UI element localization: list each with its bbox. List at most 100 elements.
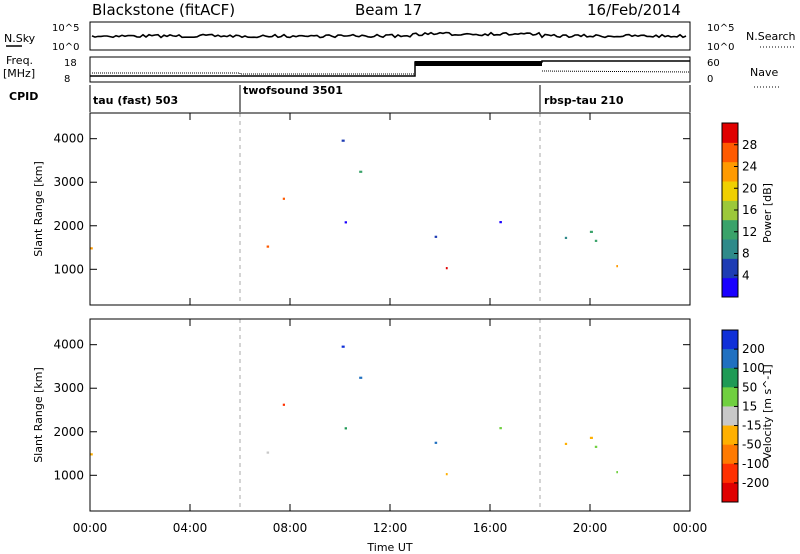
velocity-colorbar-segment	[722, 406, 738, 427]
velocity-echo-cell	[341, 345, 345, 348]
power-echo-cell	[341, 139, 345, 142]
power-colorbar-tick-label: 4	[742, 268, 750, 282]
velocity-colorbar-segment	[722, 425, 738, 446]
nave-tick-top: 60	[707, 58, 720, 69]
cpid-segment-1: tau (fast) 503	[93, 94, 178, 107]
velocity-colorbar-tick-label: -50	[742, 438, 762, 452]
nsky-trace	[91, 31, 687, 39]
power-panel: 1000 2000 3000 4000 Slant Range [km]	[32, 112, 691, 306]
power-colorbar: 4 8 12 16 20 24 28	[721, 122, 757, 298]
velocity-colorbar-tick-label: 200	[742, 342, 765, 356]
velocity-panel: 1000 2000 3000 4000 Slant Range [km]	[32, 318, 691, 512]
velocity-colorbar-segment	[722, 368, 738, 388]
time-tick-label: 16:00	[473, 521, 508, 535]
power-y-tick-label: 4000	[53, 132, 84, 146]
velocity-colorbar-tick-label: -200	[742, 476, 769, 490]
cpid-segment-3: rbsp-tau 210	[544, 94, 624, 107]
time-tick-label: 00:00	[73, 521, 108, 535]
time-axis: 00:00 04:00 08:00 12:00 16:00 20:00 00:00	[73, 113, 708, 535]
velocity-echo-cell	[499, 427, 502, 430]
velocity-echo-cell	[282, 403, 285, 406]
power-echo-cell	[90, 247, 93, 250]
velocity-colorbar-segment	[722, 387, 738, 407]
velocity-colorbar-label: Velocity [m s^-1]	[761, 364, 774, 459]
power-colorbar-label: Power [dB]	[761, 183, 774, 243]
power-echo-cell	[434, 235, 438, 238]
freq-thick-segment	[415, 61, 542, 66]
x-axis-label: Time UT	[366, 541, 412, 554]
velocity-echo-cell	[594, 445, 598, 448]
velocity-colorbar-segment	[722, 330, 738, 350]
power-echo-cell	[344, 221, 347, 224]
velocity-echo-cell	[434, 441, 438, 444]
velocity-y-tick-label: 1000	[53, 468, 84, 482]
power-colorbar-segment	[722, 219, 738, 240]
power-echo-cell	[594, 239, 598, 242]
velocity-colorbar-tick-label: 15	[742, 399, 757, 413]
velocity-y-axis-label: Slant Range [km]	[32, 367, 45, 463]
velocity-echo-cell	[445, 473, 448, 476]
velocity-colorbar-tick-label: 50	[742, 380, 757, 394]
velocity-colorbar-segment	[722, 444, 738, 465]
freq-tick-bottom: 8	[64, 74, 70, 85]
power-echo-cell	[282, 197, 285, 200]
time-tick-label: 20:00	[573, 521, 608, 535]
velocity-echo-cell	[344, 427, 347, 430]
nave-tick-bottom: 0	[707, 74, 713, 85]
nsearch-tick-bottom: 10^0	[707, 42, 734, 53]
power-colorbar-tick-label: 28	[742, 138, 757, 152]
power-colorbar-tick-label: 24	[742, 160, 757, 174]
power-colorbar-segment	[722, 181, 738, 201]
power-colorbar-tick-label: 16	[742, 203, 757, 217]
velocity-echo-cell	[589, 436, 593, 439]
nsky-panel: N.Sky 10^5 10^0 10^5 10^0 N.Search	[4, 22, 796, 53]
time-tick-label: 08:00	[273, 521, 308, 535]
velocity-colorbar: 200 100 50 15 -15 -50 -100 -200	[721, 329, 769, 503]
nave-trace	[92, 70, 691, 75]
velocity-echo-cell	[266, 451, 270, 454]
nsky-tick-bottom: 10^0	[52, 42, 79, 53]
velocity-colorbar-frame	[721, 329, 739, 503]
velocity-colorbar-segment	[722, 482, 738, 503]
nsearch-tick-top: 10^5	[707, 23, 734, 34]
date-label: 16/Feb/2014	[587, 1, 681, 19]
nsky-label: N.Sky	[4, 32, 36, 45]
power-colorbar-tick-label: 8	[742, 247, 750, 261]
power-echo-cell	[589, 230, 593, 233]
power-colorbar-segment	[722, 277, 738, 298]
freq-tick-top: 18	[64, 58, 77, 69]
power-echo-cell	[616, 265, 619, 268]
cpid-label: CPID	[9, 90, 38, 103]
power-echo-cell	[266, 245, 270, 248]
velocity-y-tick-label: 4000	[53, 338, 84, 352]
cpid-segment-2: twofsound 3501	[243, 84, 343, 97]
nsearch-label: N.Search	[746, 30, 796, 43]
power-y-tick-label: 3000	[53, 175, 84, 189]
velocity-echo-cell	[359, 376, 363, 379]
power-colorbar-segment	[722, 239, 738, 259]
power-y-axis-label: Slant Range [km]	[32, 161, 45, 257]
velocity-y-axis: 1000 2000 3000 4000	[53, 338, 690, 482]
power-colorbar-tick-label: 20	[742, 181, 757, 195]
velocity-colorbar-tick-label: -15	[742, 419, 762, 433]
power-colorbar-segment	[722, 123, 738, 143]
time-tick-label: 00:00	[673, 521, 708, 535]
velocity-colorbar-tick-label: 100	[742, 361, 765, 375]
velocity-colorbar-segment	[722, 349, 738, 369]
power-echo-field	[90, 139, 619, 270]
velocity-colorbar-tick-label: -100	[742, 457, 769, 471]
power-y-tick-label: 1000	[53, 262, 84, 276]
power-y-tick-label: 2000	[53, 219, 84, 233]
time-tick-label: 04:00	[173, 521, 208, 535]
freq-panel: Freq. [MHz] 18 8 60 0 Nave	[3, 54, 780, 88]
power-colorbar-segment	[722, 142, 738, 163]
power-colorbar-segment	[722, 200, 738, 221]
velocity-echo-cell	[616, 471, 619, 474]
power-colorbar-segment	[722, 258, 738, 279]
power-echo-cell	[445, 267, 448, 270]
freq-unit-label: [MHz]	[3, 67, 35, 80]
power-y-axis: 1000 2000 3000 4000	[53, 132, 690, 276]
freq-label: Freq.	[6, 54, 33, 67]
station-title: Blackstone (fitACF)	[92, 1, 235, 19]
